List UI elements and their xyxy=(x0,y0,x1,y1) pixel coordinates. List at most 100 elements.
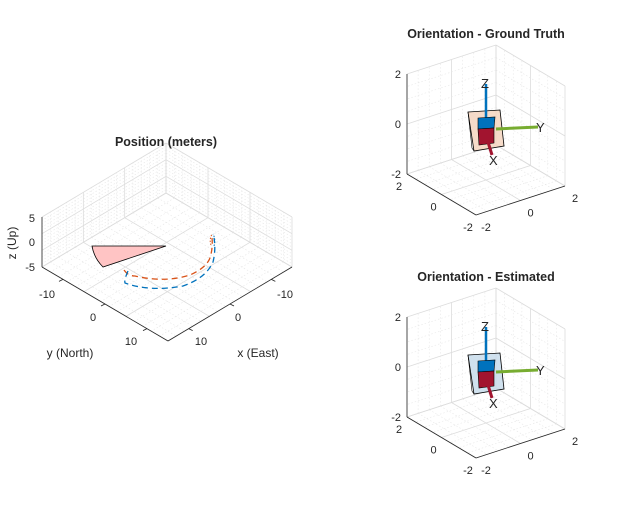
minor-grid-line xyxy=(450,170,540,200)
minor-grid-line xyxy=(429,166,499,209)
position-grid xyxy=(41,142,293,342)
y-axis-arrow xyxy=(495,368,539,374)
orientation-est-body: Z Y X xyxy=(467,319,545,411)
y-axis-line xyxy=(406,173,477,216)
minor-grid-line xyxy=(495,350,566,392)
y-axis-label: y (North) xyxy=(47,346,94,360)
grid-line xyxy=(406,287,497,318)
z-tick-label: 2 xyxy=(395,69,401,81)
x-tick-label: 0 xyxy=(527,208,533,220)
minor-grid-line xyxy=(484,148,555,190)
y-tick-label: -2 xyxy=(463,465,473,477)
minor-grid-line xyxy=(157,197,284,273)
minor-grid-line xyxy=(75,212,200,287)
minor-grid-line xyxy=(134,247,259,322)
orientation-ground-truth-axes[interactable]: 20-220-2 -202 ZYX Orientation - Ground Tr… xyxy=(391,27,578,234)
trajectory-ground-truth-end xyxy=(209,233,213,246)
minor-grid-line xyxy=(406,300,497,330)
grid-line xyxy=(406,94,497,125)
grid-line xyxy=(124,217,251,293)
minor-grid-line xyxy=(165,166,293,241)
minor-grid-line xyxy=(406,69,497,100)
grid-line xyxy=(41,142,167,218)
minor-grid-line xyxy=(165,169,293,244)
z-tick-label: -2 xyxy=(391,169,401,181)
minor-grid-line xyxy=(495,362,566,405)
x-tick-label: 0 xyxy=(235,312,241,324)
minor-grid-line xyxy=(495,375,566,417)
minor-grid-line xyxy=(429,409,499,452)
minor-grid-line xyxy=(406,82,497,112)
minor-grid-line xyxy=(165,172,293,248)
grid-line xyxy=(165,192,293,268)
minor-grid-line xyxy=(417,170,488,212)
z-tick-label: 0 xyxy=(29,237,35,249)
trajectory-estimated-end xyxy=(212,233,216,247)
grid-line xyxy=(406,44,497,75)
y-tick-label: -2 xyxy=(463,222,473,234)
grid-line xyxy=(41,192,167,268)
minor-grid-line xyxy=(406,325,497,355)
minor-grid-line xyxy=(141,207,268,283)
minor-grid-line xyxy=(41,146,167,221)
minor-grid-line xyxy=(165,146,293,221)
grid-line xyxy=(41,175,167,251)
minor-grid-line xyxy=(159,261,284,337)
y-axis-line xyxy=(406,416,477,459)
orientation-gt-body: Z Y X xyxy=(467,76,545,168)
grid-line xyxy=(495,337,566,380)
z-tick-label: 2 xyxy=(395,312,401,324)
minor-grid-line xyxy=(458,175,548,206)
z-tick-label: 0 xyxy=(395,119,401,131)
orientation-estimated-axes[interactable]: 20-220-2 -202 ZYX Orientation - Estimated xyxy=(391,270,578,477)
orientation-est-title: Orientation - Estimated xyxy=(417,270,555,284)
minor-grid-line xyxy=(462,398,532,441)
minor-grid-line xyxy=(100,227,225,302)
minor-grid-line xyxy=(165,149,293,224)
minor-grid-line xyxy=(440,405,510,448)
body-y-label: Y xyxy=(536,363,545,378)
grid-line xyxy=(495,44,566,87)
position-axes[interactable]: Position (meters) 5 0 -5 -10 0 10 -10 0 … xyxy=(5,135,293,360)
y-tick-label: 0 xyxy=(430,445,436,457)
body-x-label: X xyxy=(489,396,498,411)
body-front-face xyxy=(477,370,495,389)
x-tick-label: -2 xyxy=(481,222,491,234)
minor-grid-line xyxy=(74,247,202,322)
minor-grid-line xyxy=(467,423,557,454)
position-axis-lines xyxy=(41,217,293,342)
minor-grid-line xyxy=(406,312,497,343)
trajectory-estimated xyxy=(124,237,216,290)
z-tick-label: 0 xyxy=(395,362,401,374)
minor-grid-line xyxy=(41,162,167,238)
y-axis-arrow xyxy=(495,125,539,131)
minor-grid-line xyxy=(484,391,555,433)
x-tick-label: 0 xyxy=(527,451,533,463)
x-axis-arrow xyxy=(486,141,494,156)
minor-grid-line xyxy=(41,186,167,261)
z-tick-label: -2 xyxy=(391,412,401,424)
minor-grid-line xyxy=(41,156,167,231)
minor-grid-line xyxy=(495,107,566,149)
y-tick-label: 10 xyxy=(125,336,137,348)
y-tick-label: 2 xyxy=(396,424,402,436)
minor-grid-line xyxy=(165,182,293,258)
x-tick-label: -2 xyxy=(481,465,491,477)
x-tick-label: 2 xyxy=(572,436,578,448)
x-tick xyxy=(271,278,276,282)
trajectory-ground-truth xyxy=(123,237,213,280)
minor-grid-line xyxy=(41,169,167,244)
minor-grid-line xyxy=(50,261,177,337)
minor-grid-line xyxy=(473,151,543,194)
minor-grid-line xyxy=(67,207,192,283)
grid-line xyxy=(41,159,167,235)
minor-grid-line xyxy=(41,189,167,264)
minor-grid-line xyxy=(495,300,566,342)
body-z-label: Z xyxy=(481,76,489,91)
minor-grid-line xyxy=(467,180,557,211)
minor-grid-line xyxy=(41,172,167,248)
body-top-face xyxy=(477,359,496,373)
minor-grid-line xyxy=(99,232,227,307)
grid-line xyxy=(441,408,531,438)
